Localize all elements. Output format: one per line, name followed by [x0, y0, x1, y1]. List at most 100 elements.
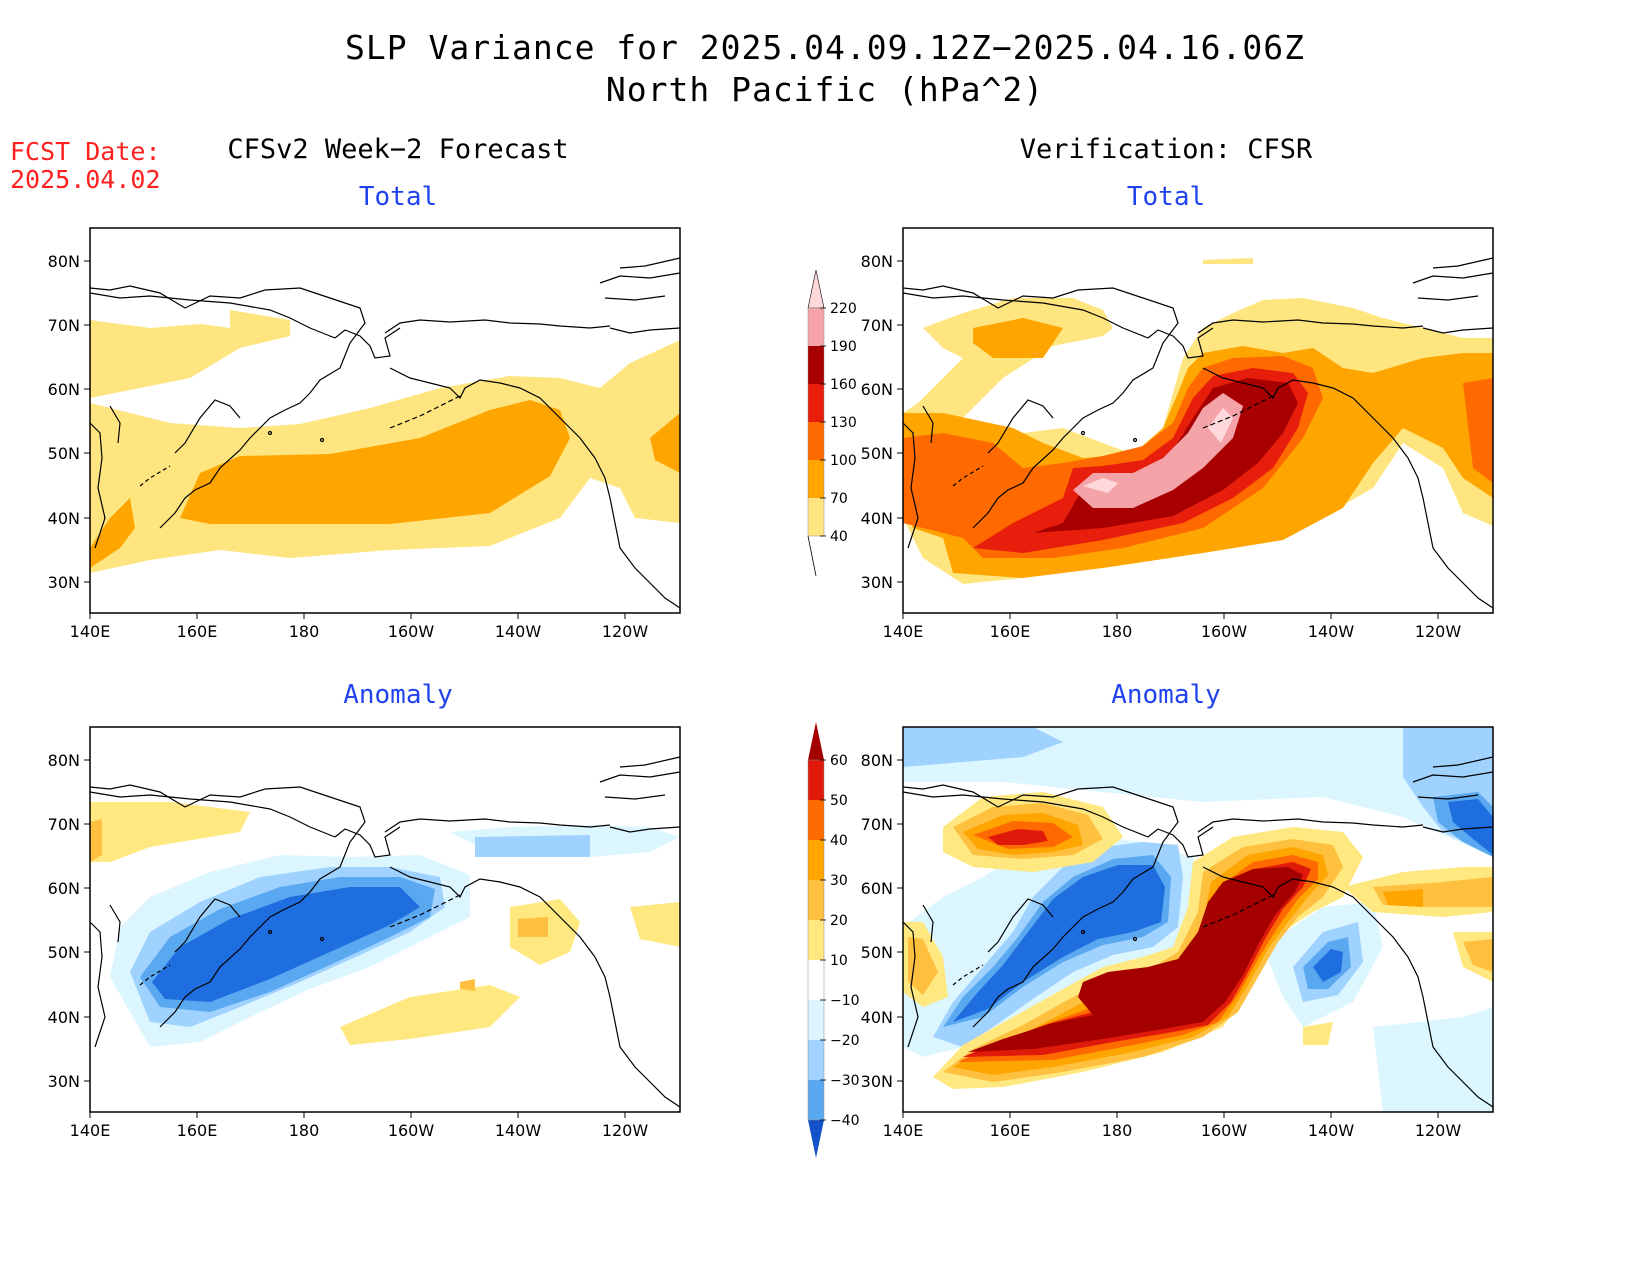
colorbar-swatch — [808, 880, 824, 920]
lat-tick-label: 50N — [861, 444, 893, 463]
lon-tick-label: 120W — [1415, 1121, 1462, 1140]
lon-tick-label: 180 — [289, 622, 320, 641]
colorbar-swatch — [808, 800, 824, 840]
colorbar-bottom-arrow — [808, 1120, 824, 1158]
colorbar-top-arrow — [807, 269, 825, 309]
fcst-anom-contour-20 — [518, 917, 548, 937]
anomaly-colorbar: 60 50 40 30 20 10 −10 −20 −30 −40 — [807, 722, 860, 1158]
fcst-anom-contour-20 — [90, 819, 102, 862]
axes-layer: 140E 160E 180 160W 140W 120W 80N 70N 60N 50N 40N 30… — [48, 252, 1462, 1140]
colorbar-label: −40 — [830, 1113, 860, 1129]
lat-tick-label: 70N — [861, 815, 893, 834]
cfsr-anom-contour-neg40 — [1313, 949, 1343, 982]
lat-tick-label: 40N — [48, 509, 80, 528]
cfsr-anom-contour-neg20 — [903, 727, 1063, 767]
forecast-column-title: CFSv2 Week−2 Forecast — [227, 134, 569, 165]
fcst-total-contour-40 — [90, 310, 290, 398]
colorbar-swatch — [808, 760, 824, 800]
lon-tick-label: 160W — [1201, 1121, 1248, 1140]
colorbar-swatch — [808, 1000, 824, 1040]
lon-tick-label: 160E — [177, 1121, 218, 1140]
colorbar-swatch — [808, 460, 824, 498]
colorbar-swatch — [808, 960, 824, 1000]
fcst-anom-contour-neg40 — [152, 887, 420, 1002]
cfsr-total-contour-100 — [1463, 378, 1493, 483]
lat-tick-label: 70N — [861, 316, 893, 335]
lon-tick-label: 120W — [1415, 622, 1462, 641]
cfsr-anom-contour-60 — [968, 867, 1303, 1052]
colorbar-top-arrow — [808, 722, 824, 760]
lon-tick-label: 180 — [1102, 1121, 1133, 1140]
cfsr-total-contour-70 — [973, 318, 1063, 358]
lat-tick-label: 50N — [48, 943, 80, 962]
cfsr-anom-contour-20 — [1463, 939, 1493, 972]
lat-tick-label: 80N — [48, 252, 80, 271]
colorbar-swatch — [808, 346, 824, 384]
colorbar-swatch — [808, 384, 824, 422]
lat-tick-label: 50N — [48, 444, 80, 463]
lon-tick-label: 120W — [602, 1121, 649, 1140]
lat-tick-label: 80N — [861, 751, 893, 770]
lat-tick-label: 60N — [861, 380, 893, 399]
cfsr-anom-contour-neg10 — [1373, 1007, 1493, 1112]
cfsr-anom-contour-30 — [1383, 889, 1423, 907]
lon-tick-label: 140W — [1308, 622, 1355, 641]
lon-tick-label: 140W — [495, 622, 542, 641]
cfsr-anom-contour-50 — [988, 829, 1048, 845]
lon-tick-label: 180 — [289, 1121, 320, 1140]
colorbar-label: 60 — [830, 753, 848, 769]
lat-tick-label: 30N — [861, 573, 893, 592]
cfsr-anom-contour-neg40 — [953, 865, 1165, 1022]
lat-tick-label: 40N — [861, 1008, 893, 1027]
colorbar-label: 10 — [830, 953, 848, 969]
colorbar-label: 40 — [830, 833, 848, 849]
lon-tick-label: 140E — [883, 622, 924, 641]
colorbar-label: 70 — [830, 491, 848, 507]
lon-tick-label: 140E — [70, 1121, 111, 1140]
colorbar-label: 100 — [830, 453, 857, 469]
lon-tick-label: 140W — [1308, 1121, 1355, 1140]
colorbar-label: −30 — [830, 1073, 860, 1089]
lat-tick-label: 30N — [48, 1072, 80, 1091]
lat-tick-label: 40N — [48, 1008, 80, 1027]
fcst-total-contour-70 — [90, 498, 135, 568]
fcst-anom-contour-10 — [630, 902, 680, 947]
colorbar-label: −20 — [830, 1033, 860, 1049]
lat-tick-label: 30N — [861, 1072, 893, 1091]
fcst-total-contour-70 — [650, 413, 680, 473]
cfsr-anom-contour-20 — [908, 937, 938, 995]
forecast-date-value: 2025.04.02 — [10, 165, 161, 194]
lat-tick-label: 80N — [861, 252, 893, 271]
cfsr-total-contour-190 — [1073, 393, 1243, 508]
colorbar-label: −10 — [830, 993, 860, 1009]
lon-tick-label: 160E — [990, 622, 1031, 641]
fcst-anom-contour-20 — [460, 979, 475, 991]
forecast-anomaly-panel — [89, 726, 681, 1113]
colorbar-swatch — [808, 422, 824, 460]
lat-tick-label: 60N — [48, 879, 80, 898]
colorbar-bottom-tail — [807, 535, 817, 577]
verification-total-title: Total — [1126, 182, 1206, 212]
lon-tick-label: 160W — [1201, 622, 1248, 641]
colorbar-label: 160 — [830, 377, 857, 393]
lon-tick-label: 140W — [495, 1121, 542, 1140]
forecast-anomaly-title: Anomaly — [343, 680, 453, 710]
colorbar-label: 30 — [830, 873, 848, 889]
forecast-total-panel — [89, 227, 681, 614]
lon-tick-label: 140E — [883, 1121, 924, 1140]
main-title: SLP Variance for 2025.04.09.12Z−2025.04.… — [345, 28, 1305, 67]
lon-tick-label: 180 — [1102, 622, 1133, 641]
colorbar-label: 220 — [830, 301, 857, 317]
total-colorbar: 40 70 100 130 160 190 220 — [807, 269, 857, 577]
forecast-date-block: FCST Date: 2025.04.02 — [10, 138, 161, 194]
main-subtitle: North Pacific (hPa^2) — [605, 70, 1045, 109]
cfsr-total-contour-40 — [1203, 258, 1253, 264]
lon-tick-label: 160E — [177, 622, 218, 641]
colorbar-label: 40 — [830, 529, 848, 545]
cfsr-total-contour-220 — [1083, 478, 1118, 493]
fcst-anom-contour-neg20 — [475, 835, 590, 857]
fcst-total-contour-70 — [180, 400, 570, 524]
lon-tick-label: 160W — [388, 1121, 435, 1140]
lat-tick-label: 50N — [861, 943, 893, 962]
